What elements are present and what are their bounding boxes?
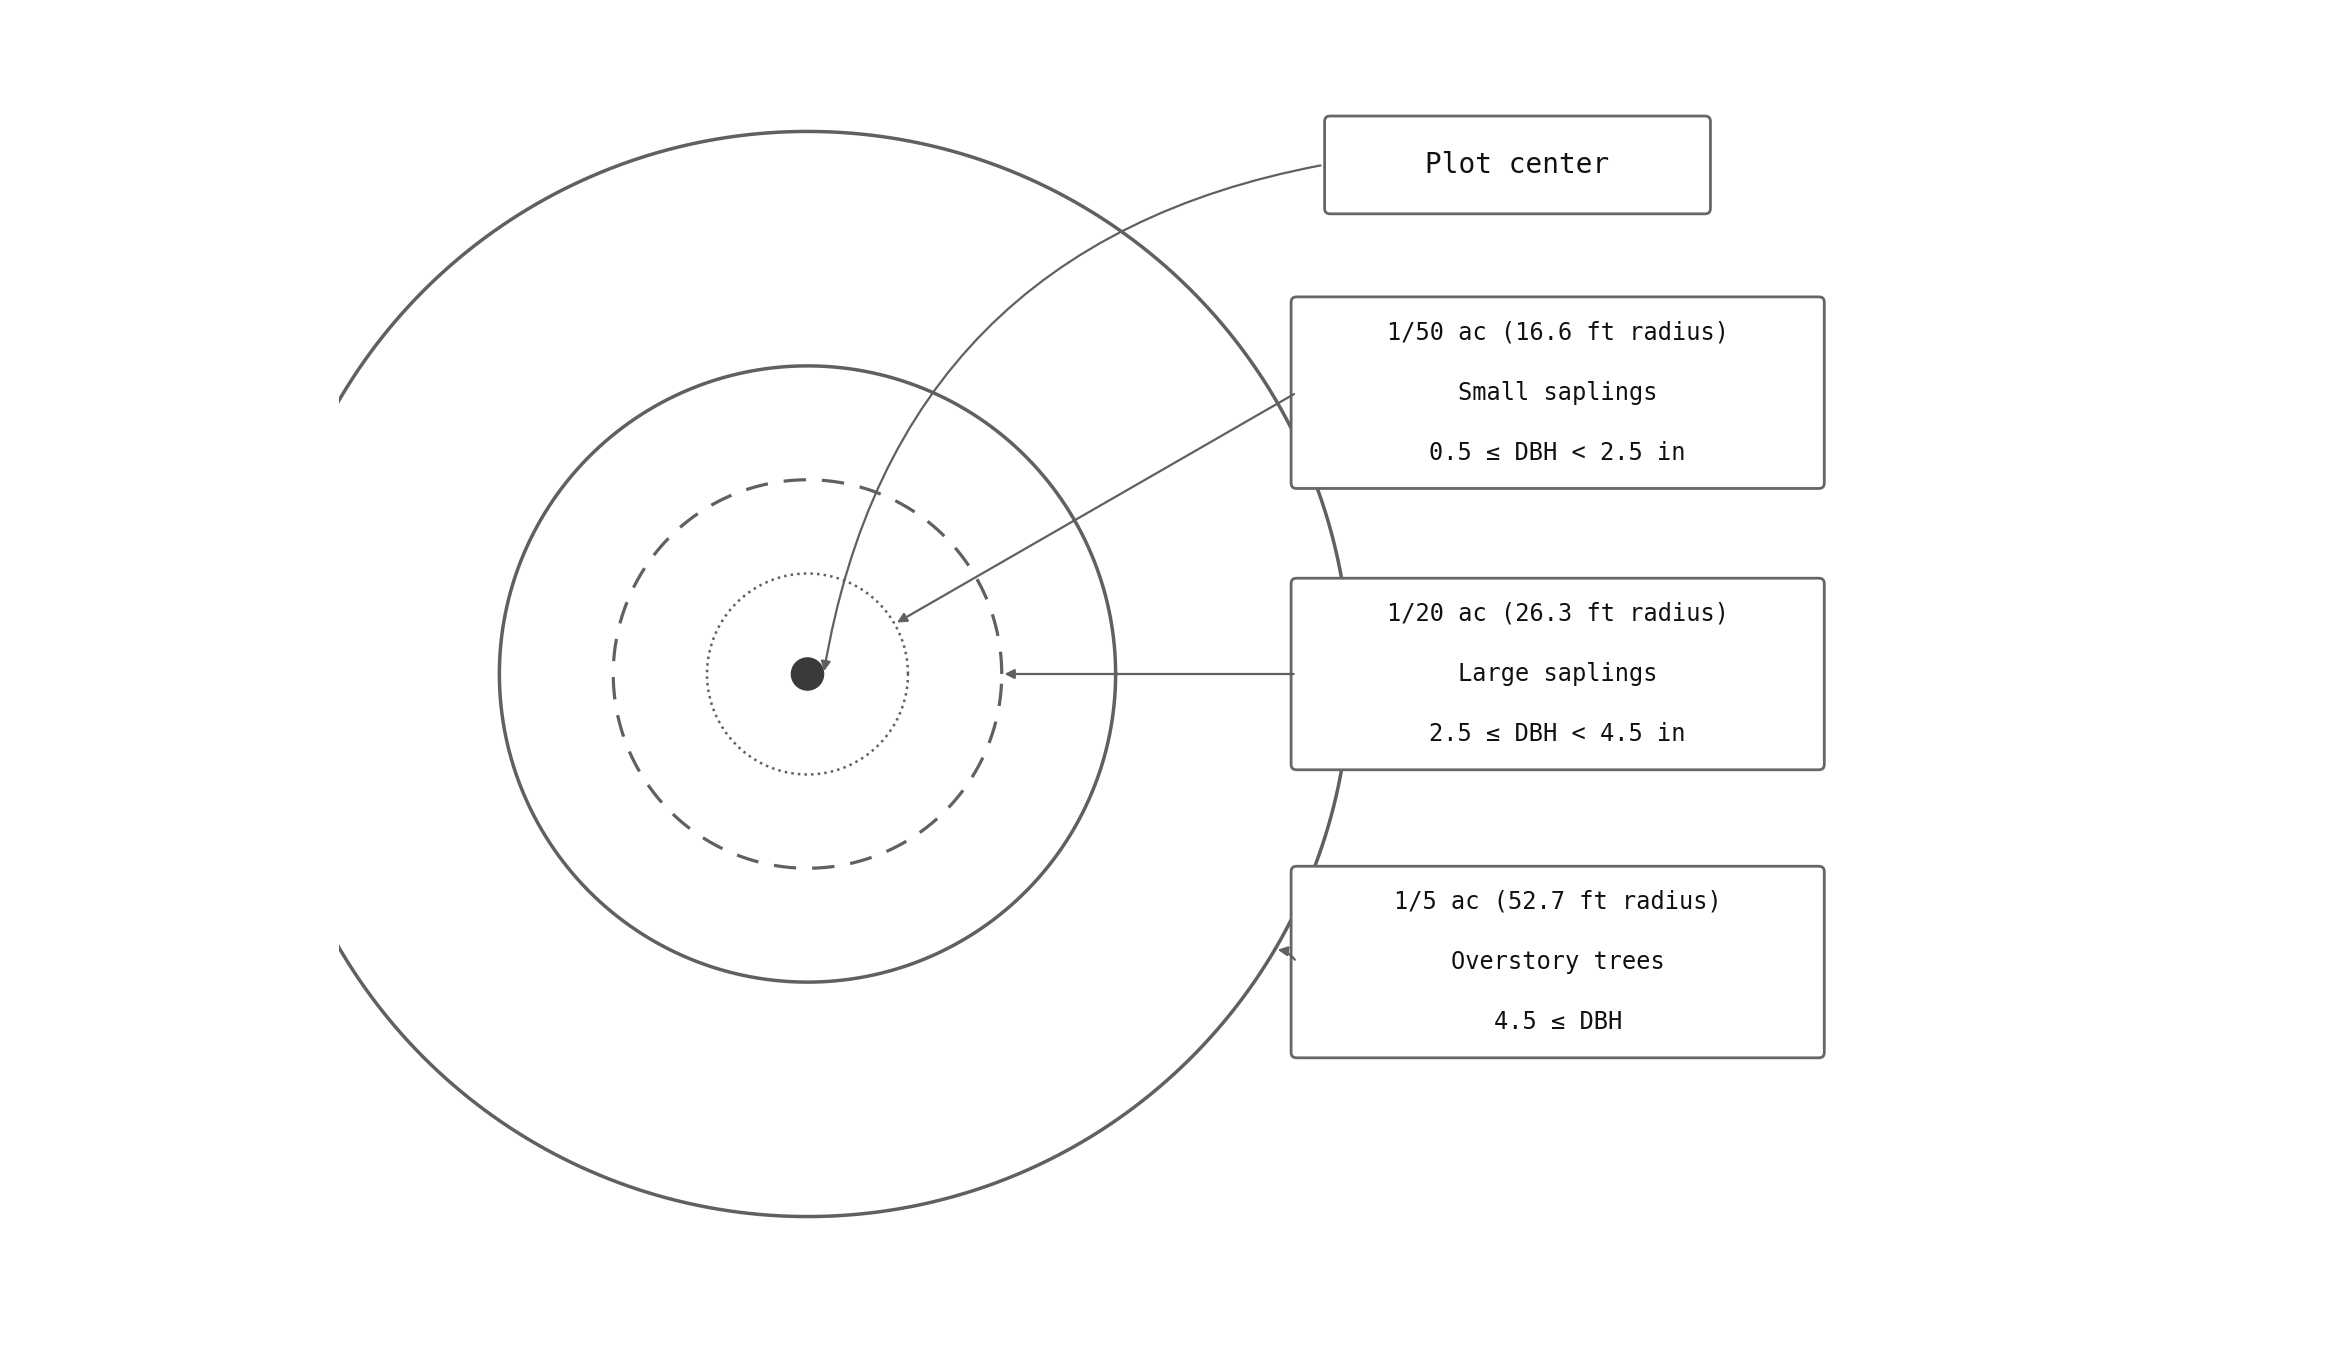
Text: 2.5 ≤ DBH < 4.5 in: 2.5 ≤ DBH < 4.5 in: [1430, 723, 1686, 747]
FancyBboxPatch shape: [1290, 578, 1825, 770]
Text: Overstory trees: Overstory trees: [1451, 950, 1665, 975]
Text: 1/20 ac (26.3 ft radius): 1/20 ac (26.3 ft radius): [1386, 601, 1730, 625]
Text: 1/5 ac (52.7 ft radius): 1/5 ac (52.7 ft radius): [1393, 890, 1720, 914]
FancyBboxPatch shape: [1325, 116, 1711, 214]
FancyBboxPatch shape: [1290, 867, 1825, 1058]
Text: 4.5 ≤ DBH: 4.5 ≤ DBH: [1493, 1010, 1623, 1034]
Text: 0.5 ≤ DBH < 2.5 in: 0.5 ≤ DBH < 2.5 in: [1430, 441, 1686, 465]
FancyBboxPatch shape: [1290, 297, 1825, 488]
Ellipse shape: [790, 658, 823, 690]
Text: Large saplings: Large saplings: [1458, 662, 1658, 686]
Text: Plot center: Plot center: [1425, 151, 1609, 179]
Text: 1/50 ac (16.6 ft radius): 1/50 ac (16.6 ft radius): [1386, 321, 1730, 344]
Text: Small saplings: Small saplings: [1458, 380, 1658, 404]
